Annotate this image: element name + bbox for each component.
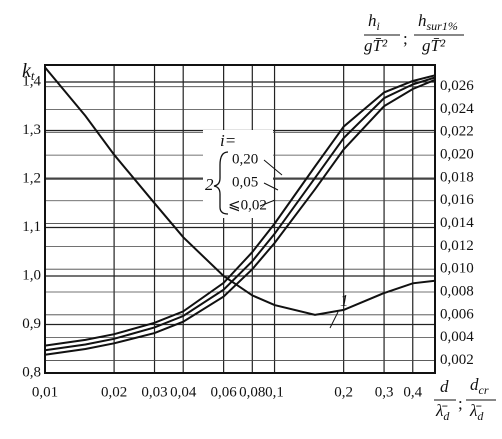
y-axis-label: kt <box>22 60 35 83</box>
x-tick-label: 0,2 <box>334 384 353 400</box>
x-tick-label: 0,4 <box>403 384 422 400</box>
y2-tick-label: 0,016 <box>440 192 474 208</box>
annotation: i= <box>220 131 236 150</box>
y-tick-label: 1,2 <box>22 170 41 186</box>
y2-tick-label: 0,014 <box>440 215 474 231</box>
text: d <box>477 409 484 423</box>
x-label-sep: ; <box>458 394 463 413</box>
leader-line <box>263 159 283 176</box>
y2-axis-label: hi gT̄² ; hsur1% gT̄² <box>364 11 464 55</box>
legend-label: 0,05 <box>232 174 258 190</box>
y2-label-num2: hsur1% <box>418 11 458 33</box>
leader-line <box>259 199 276 207</box>
curve-label: 2 <box>205 175 214 194</box>
x-tick-label: 0,03 <box>141 384 167 400</box>
text: d <box>470 375 479 394</box>
series-line <box>44 74 436 347</box>
x-tick-label: 0,1 <box>265 384 284 400</box>
y-label-sub: t <box>31 68 35 83</box>
y-tick-label: 0,9 <box>22 316 41 332</box>
annotation-backdrop <box>203 130 273 218</box>
y2-label-num1: hi <box>368 11 380 33</box>
leader-line <box>329 311 339 329</box>
y2-label-den2: gT̄² <box>422 36 446 55</box>
series-line <box>44 76 436 352</box>
curve-label: 1 <box>340 291 349 310</box>
x-tick-label: 0,08 <box>239 384 265 400</box>
x-tick-label: 0,01 <box>32 384 58 400</box>
text: sur1% <box>427 19 458 33</box>
y2-tick-label: 0,022 <box>440 124 474 140</box>
y-tick-label: 1,0 <box>22 267 41 283</box>
y2-tick-label: 0,008 <box>440 283 474 299</box>
text: i <box>377 19 380 33</box>
y-tick-label: 0,8 <box>22 364 41 380</box>
legend-label: 0,20 <box>232 151 258 167</box>
x-tick-label: 0,04 <box>170 384 197 400</box>
series-line <box>44 78 436 356</box>
y2-tick-label: 0,004 <box>440 329 474 345</box>
y-tick-label: 1,1 <box>22 219 41 235</box>
y2-label-sep: ; <box>403 29 408 48</box>
y2-tick-label: 0,012 <box>440 238 474 254</box>
x-label-num2: dcr <box>470 375 489 397</box>
y2-tick-label: 0,020 <box>440 147 474 163</box>
text: h <box>418 11 427 30</box>
x-tick-label: 0,3 <box>375 384 394 400</box>
y2-tick-label: 0,010 <box>440 261 474 277</box>
y2-tick-label: 0,006 <box>440 306 474 322</box>
x-label-num1: d <box>440 377 449 396</box>
y2-tick-label: 0,024 <box>440 101 474 117</box>
y-tick-label: 1,3 <box>22 122 41 138</box>
brace <box>213 151 229 215</box>
plot-frame <box>44 64 436 374</box>
x-tick-label: 0,02 <box>101 384 127 400</box>
text: d <box>443 409 450 423</box>
text: cr <box>479 383 489 397</box>
y2-tick-label: 0,026 <box>440 78 474 94</box>
y-label-main: k <box>22 60 32 82</box>
leader-line <box>263 182 279 191</box>
x-tick-label: 0,06 <box>211 384 238 400</box>
series-line <box>44 66 436 316</box>
text: h <box>368 11 377 30</box>
legend-label: ⩽0,02 <box>228 197 267 213</box>
y2-tick-label: 0,002 <box>440 352 474 368</box>
y-tick-label: 1,4 <box>22 73 41 89</box>
y2-label-den1: gT̄² <box>364 36 388 55</box>
y2-tick-label: 0,018 <box>440 169 474 185</box>
